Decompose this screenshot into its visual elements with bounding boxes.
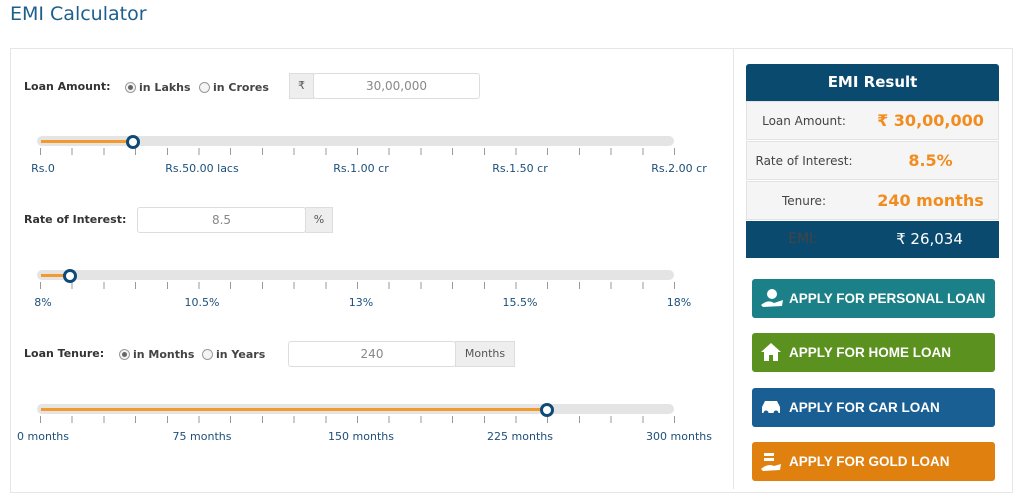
input-addon: Months [455, 341, 515, 367]
apply-button[interactable]: APPLY FOR PERSONAL LOAN [752, 279, 995, 318]
scale-label: Rs.50.00 lacs [165, 162, 239, 175]
emi-row: EMI: ₹ 26,034 [746, 221, 999, 258]
button-label[interactable]: APPLY FOR PERSONAL LOAN [789, 291, 986, 306]
scale-label: Rs.0 [31, 162, 55, 175]
result-row: Tenure: 240 months [746, 181, 999, 220]
scale-label: Rs.1.50 cr [492, 162, 548, 175]
slider-fill [41, 274, 70, 277]
input-addon: % [305, 207, 333, 233]
radio-label[interactable]: in Lakhs [139, 81, 191, 94]
scale-label: 300 months [646, 430, 712, 443]
text-input[interactable]: 8.5 [137, 207, 306, 233]
scale-label: 13% [348, 296, 374, 309]
icon [761, 453, 781, 471]
input-addon: ₹ [289, 73, 314, 99]
apply-button[interactable]: APPLY FOR HOME LOAN [752, 333, 995, 372]
scale-label: 0 months [17, 430, 69, 443]
field-label: Rate of Interest: [24, 213, 127, 226]
field-label: Loan Tenure: [24, 347, 105, 360]
button-label[interactable]: APPLY FOR CAR LOAN [789, 400, 940, 415]
icon [762, 401, 780, 416]
apply-button[interactable]: APPLY FOR CAR LOAN [752, 388, 995, 427]
result-value: 8.5% [908, 151, 953, 170]
result-value: 240 months [877, 191, 984, 210]
slider-handle[interactable] [126, 135, 140, 149]
button-label[interactable]: APPLY FOR GOLD LOAN [789, 454, 950, 469]
result-row: Rate of Interest: 8.5% [746, 141, 999, 180]
divider [733, 48, 734, 489]
scale-label: Rs.1.00 cr [333, 162, 389, 175]
result-label: Loan Amount: [762, 114, 846, 128]
slider-track[interactable] [37, 136, 674, 146]
slider-ticks [40, 282, 675, 289]
text-input[interactable]: 240 [288, 341, 456, 367]
emi-value: ₹ 26,034 [896, 230, 963, 248]
button-label[interactable]: APPLY FOR HOME LOAN [789, 345, 952, 360]
radio-label[interactable]: in Months [133, 348, 195, 361]
scale-label: 225 months [487, 430, 553, 443]
radio-label[interactable]: in Years [216, 348, 266, 361]
icon [761, 343, 781, 361]
text-input[interactable]: 30,00,000 [313, 73, 480, 99]
scale-label: 150 months [328, 430, 394, 443]
scale-label: 10.5% [184, 296, 220, 309]
icon [761, 289, 783, 307]
result-label: Tenure: [782, 194, 826, 208]
scale-label: 15.5% [502, 296, 538, 309]
scale-label: 8% [34, 296, 52, 309]
scale-label: Rs.2.00 cr [651, 162, 707, 175]
radio[interactable] [125, 82, 136, 93]
scale-label: 18% [666, 296, 692, 309]
radio[interactable] [199, 82, 210, 93]
slider-ticks [40, 148, 675, 155]
slider-fill [41, 140, 133, 143]
result-row: Loan Amount: ₹ 30,00,000 [746, 101, 999, 140]
slider-fill [41, 408, 547, 411]
slider-handle[interactable] [540, 403, 554, 417]
scale-label: 75 months [172, 430, 232, 443]
radio-label[interactable]: in Crores [213, 81, 269, 94]
result-title: EMI Result [746, 64, 999, 101]
apply-button[interactable]: APPLY FOR GOLD LOAN [752, 442, 995, 481]
radio[interactable] [119, 349, 130, 360]
field-label: Loan Amount: [24, 80, 111, 93]
emi-label: EMI: [788, 231, 818, 247]
slider-track[interactable] [37, 270, 674, 280]
radio[interactable] [202, 349, 213, 360]
page-title: EMI Calculator [10, 3, 147, 25]
result-value: ₹ 30,00,000 [877, 111, 984, 130]
result-label: Rate of Interest: [755, 154, 853, 168]
slider-ticks [40, 416, 675, 423]
slider-handle[interactable] [63, 269, 77, 283]
